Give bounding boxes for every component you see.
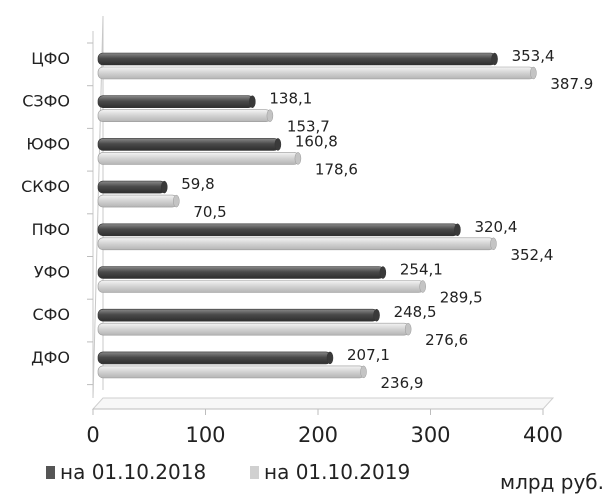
bar-cap [404, 322, 412, 336]
category-label: СФО [32, 305, 70, 324]
bar-cap [274, 138, 282, 151]
data-label-2018: 207,1 [347, 346, 390, 364]
side-wall [92, 15, 104, 399]
bar-2019 [97, 66, 535, 80]
bar-2018 [97, 266, 385, 279]
bar-2019 [97, 194, 178, 208]
data-label-2018: 254,1 [400, 261, 443, 279]
bar-2018 [97, 180, 166, 194]
bar-2019 [97, 237, 495, 251]
data-label-2019: 153,7 [287, 118, 330, 136]
bar-cap [419, 280, 426, 293]
bar-cap [490, 237, 497, 251]
x-tick-label: 100 [185, 423, 225, 447]
x-tick-label: 400 [523, 423, 563, 447]
bar-cap [294, 152, 302, 165]
bar-2018 [97, 308, 378, 322]
bar-cap [379, 266, 387, 279]
data-label-2018: 320,4 [474, 218, 517, 236]
data-label-2018: 353,4 [512, 47, 555, 65]
category-label: ЮФО [26, 134, 70, 153]
unit-label: млрд руб. [500, 470, 604, 494]
data-label-2019: 70,5 [193, 203, 226, 221]
legend-item-2019: на 01.10.2019 [250, 460, 410, 484]
bar-cap [491, 52, 498, 66]
data-label-2019: 289,5 [440, 289, 483, 307]
data-label-2018: 138,1 [269, 90, 312, 108]
bar-2019 [97, 109, 272, 122]
bar-2019 [97, 365, 365, 379]
data-label-2018: 160,8 [295, 132, 338, 150]
x-tick-label: 300 [410, 423, 450, 447]
legend-label-2019: на 01.10.2019 [264, 460, 411, 484]
x-tick-label: 0 [86, 423, 99, 447]
data-label-2018: 59,8 [181, 175, 214, 193]
bar-cap [373, 308, 380, 322]
bar-2018 [97, 223, 459, 237]
legend-swatch-2018 [46, 465, 55, 479]
bar-cap [454, 223, 461, 237]
chart-bars [97, 52, 537, 379]
category-label: СКФО [21, 177, 70, 196]
bar-cap [326, 351, 334, 365]
legend-item-2018: на 01.10.2018 [46, 460, 206, 484]
bar-cap [173, 194, 180, 208]
bar-cap [360, 365, 367, 379]
category-label: ПФО [32, 220, 70, 239]
legend-swatch-2019 [250, 465, 259, 479]
data-label-2019: 236,9 [381, 374, 424, 392]
bar-cap [530, 66, 537, 80]
bar-2019 [97, 322, 410, 336]
data-label-2018: 248,5 [394, 303, 437, 321]
data-label-2019: 178,6 [315, 160, 358, 178]
x-tick-label: 200 [298, 423, 338, 447]
bar-2018 [97, 52, 496, 66]
bar-cap [266, 109, 274, 122]
category-label: ДФО [31, 348, 70, 367]
bar-cap [249, 95, 256, 108]
chart-labels: 0 100 200 300 400 ЦФО 353,4 387.9 СЗФО 138,1 153,7… [21, 47, 593, 447]
bar-2019 [97, 280, 424, 293]
category-label: ЦФО [31, 49, 70, 68]
bar-2019 [97, 152, 300, 165]
data-label-2019: 276,6 [425, 331, 468, 349]
bar-2018 [97, 95, 254, 108]
data-label-2019: 352,4 [510, 246, 553, 264]
data-label-2019: 387.9 [550, 75, 593, 93]
bar-cap [161, 180, 168, 194]
category-label: УФО [34, 263, 70, 282]
bar-2018 [97, 351, 332, 365]
chart-floor [91, 397, 555, 410]
category-label: СЗФО [22, 92, 70, 111]
bar-2018 [97, 138, 280, 151]
legend-label-2018: на 01.10.2018 [60, 460, 207, 484]
